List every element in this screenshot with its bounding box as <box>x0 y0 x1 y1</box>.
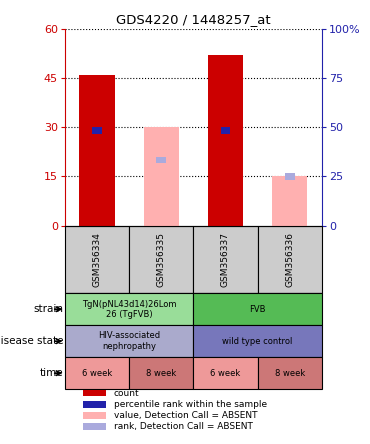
Bar <box>208 55 243 226</box>
Text: 6 week: 6 week <box>210 369 240 378</box>
Text: GSM356337: GSM356337 <box>221 232 230 287</box>
Title: GDS4220 / 1448257_at: GDS4220 / 1448257_at <box>116 13 270 26</box>
Text: HIV-associated
nephropathy: HIV-associated nephropathy <box>98 332 160 351</box>
Bar <box>65 226 129 293</box>
Text: GSM356336: GSM356336 <box>285 232 294 287</box>
Bar <box>221 127 231 134</box>
Text: time: time <box>40 368 64 378</box>
Bar <box>144 127 179 226</box>
Bar <box>285 173 295 180</box>
Bar <box>65 325 194 357</box>
Bar <box>129 357 194 389</box>
Text: disease state: disease state <box>0 336 64 346</box>
Bar <box>129 226 194 293</box>
Text: percentile rank within the sample: percentile rank within the sample <box>114 400 267 409</box>
Bar <box>83 412 106 419</box>
Bar <box>258 226 322 293</box>
Text: count: count <box>114 388 139 398</box>
Bar <box>92 127 102 134</box>
Bar <box>79 75 115 226</box>
Text: rank, Detection Call = ABSENT: rank, Detection Call = ABSENT <box>114 422 253 431</box>
Bar <box>83 401 106 408</box>
Bar <box>194 226 258 293</box>
Text: GSM356334: GSM356334 <box>92 232 101 287</box>
Bar <box>258 357 322 389</box>
Text: value, Detection Call = ABSENT: value, Detection Call = ABSENT <box>114 411 258 420</box>
Bar <box>272 176 307 226</box>
Bar <box>65 293 194 325</box>
Text: GSM356335: GSM356335 <box>157 232 166 287</box>
Text: 8 week: 8 week <box>146 369 176 378</box>
Bar <box>83 390 106 396</box>
Text: 8 week: 8 week <box>275 369 305 378</box>
Text: wild type control: wild type control <box>222 337 293 346</box>
Bar <box>156 157 166 163</box>
Text: strain: strain <box>33 304 64 314</box>
Bar <box>194 293 322 325</box>
Text: TgN(pNL43d14)26Lom
26 (TgFVB): TgN(pNL43d14)26Lom 26 (TgFVB) <box>82 300 176 319</box>
Bar <box>194 325 322 357</box>
Text: FVB: FVB <box>249 305 266 314</box>
Text: 6 week: 6 week <box>82 369 112 378</box>
Bar <box>83 423 106 430</box>
Bar <box>65 357 129 389</box>
Bar <box>194 357 258 389</box>
